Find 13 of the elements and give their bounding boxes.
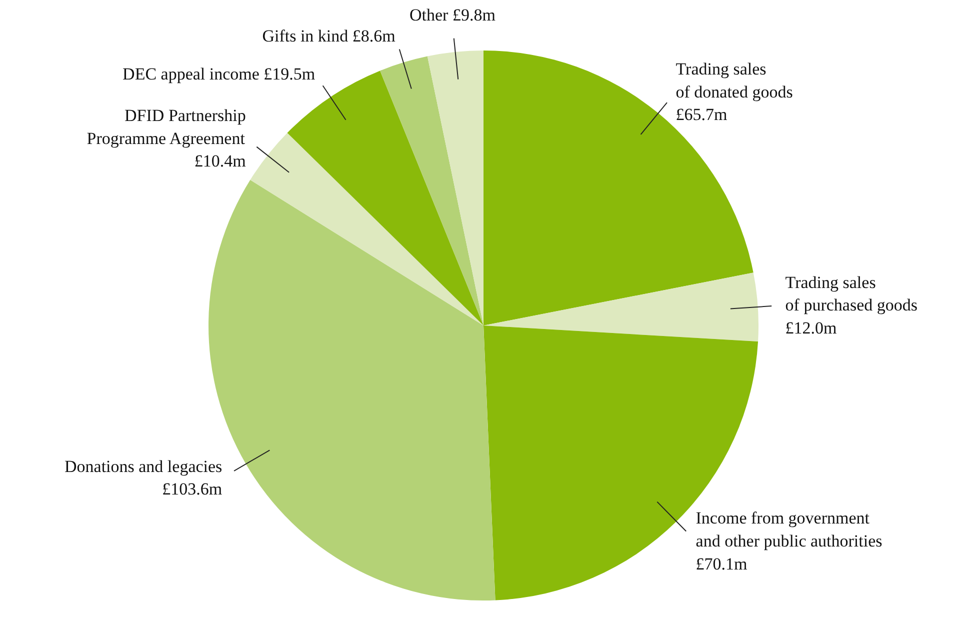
slice-label: Trading sales of purchased goods bbox=[785, 272, 918, 315]
data-label: £70.1m bbox=[696, 554, 748, 574]
data-label: £10.4m bbox=[194, 152, 246, 171]
slice-label: Income from government and other public authorities bbox=[696, 508, 882, 551]
data-label: £103.6m bbox=[162, 480, 222, 499]
slice-label: Donations and legacies bbox=[64, 456, 222, 476]
data-label: £12.0m bbox=[785, 318, 837, 338]
slice-label: DFID Partnership Programme Agreement bbox=[86, 106, 246, 148]
slice-label: Gifts in kind £8.6m bbox=[262, 26, 396, 46]
data-label: £65.7m bbox=[676, 105, 728, 124]
slice-label: DEC appeal income £19.5m bbox=[122, 64, 316, 84]
slice-label: Trading sales of donated goods bbox=[676, 60, 793, 102]
slice-label: Other £9.8m bbox=[410, 6, 496, 25]
